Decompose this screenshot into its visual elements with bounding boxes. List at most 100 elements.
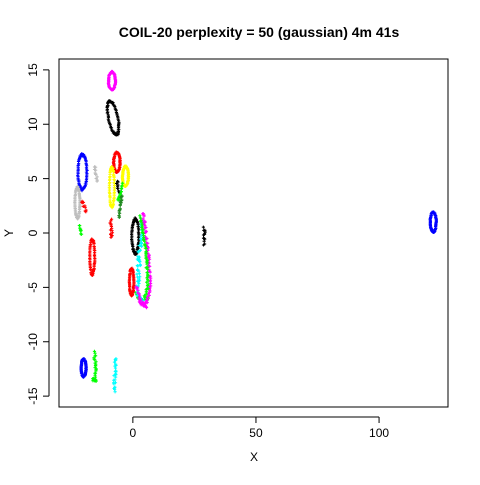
y-tick-label: -5 bbox=[26, 282, 40, 293]
x-tick-label: 0 bbox=[130, 426, 137, 440]
data-point bbox=[94, 176, 98, 181]
data-point bbox=[203, 230, 207, 234]
data-point bbox=[201, 225, 206, 229]
data-point bbox=[78, 202, 82, 206]
data-point bbox=[105, 108, 109, 112]
data-point bbox=[94, 165, 98, 169]
data-point bbox=[113, 378, 117, 382]
data-point bbox=[146, 283, 150, 287]
y-tick-label: 10 bbox=[26, 117, 40, 131]
x-axis-label: X bbox=[250, 450, 258, 464]
data-point bbox=[112, 382, 116, 386]
data-point bbox=[84, 210, 88, 214]
data-point bbox=[134, 285, 138, 289]
data-points bbox=[73, 69, 438, 394]
data-point bbox=[136, 264, 140, 268]
data-point bbox=[135, 272, 139, 276]
data-point bbox=[81, 204, 85, 209]
data-point bbox=[146, 241, 150, 245]
data-point bbox=[119, 190, 124, 194]
data-point bbox=[202, 239, 206, 243]
data-point bbox=[143, 220, 147, 225]
data-point bbox=[138, 216, 143, 220]
data-point bbox=[93, 358, 97, 362]
data-point bbox=[116, 198, 120, 202]
data-point bbox=[92, 349, 97, 353]
data-point bbox=[136, 236, 141, 240]
data-point bbox=[142, 214, 146, 218]
data-point bbox=[137, 296, 141, 300]
data-point bbox=[137, 292, 141, 296]
data-point bbox=[434, 221, 438, 225]
data-point bbox=[144, 246, 148, 251]
data-point bbox=[138, 214, 142, 218]
data-point bbox=[79, 229, 83, 233]
data-point bbox=[108, 228, 113, 232]
data-point bbox=[118, 207, 122, 211]
data-point bbox=[84, 366, 88, 371]
data-point bbox=[113, 372, 118, 376]
data-point bbox=[112, 187, 117, 191]
data-point bbox=[138, 294, 142, 298]
data-point bbox=[202, 236, 206, 241]
data-point bbox=[113, 79, 118, 84]
y-axis-label: Y bbox=[2, 229, 16, 237]
data-point bbox=[120, 194, 124, 199]
data-point bbox=[113, 390, 117, 394]
data-point bbox=[91, 379, 95, 383]
data-point bbox=[144, 292, 148, 296]
data-point bbox=[145, 280, 149, 284]
y-tick-label: -15 bbox=[26, 387, 40, 405]
y-tick-label: 15 bbox=[26, 63, 40, 77]
data-point bbox=[138, 237, 143, 241]
data-point bbox=[138, 248, 142, 252]
data-point bbox=[144, 225, 148, 230]
data-point bbox=[145, 276, 149, 280]
data-point bbox=[109, 235, 113, 240]
data-point bbox=[114, 358, 118, 362]
data-point bbox=[118, 161, 122, 165]
data-point bbox=[143, 223, 147, 227]
data-point bbox=[136, 254, 140, 259]
data-point bbox=[142, 239, 147, 243]
data-point bbox=[110, 231, 115, 235]
data-point bbox=[79, 232, 84, 236]
data-point bbox=[116, 128, 120, 132]
data-point bbox=[139, 218, 143, 223]
data-point bbox=[126, 175, 130, 179]
data-point bbox=[138, 263, 142, 268]
data-point bbox=[139, 234, 143, 238]
data-point bbox=[143, 295, 147, 299]
data-point bbox=[94, 354, 98, 358]
data-point bbox=[91, 376, 96, 380]
axes: 0 50 100 -15 -10 -5 0 5 10 15 bbox=[26, 63, 389, 440]
data-point bbox=[201, 233, 206, 237]
data-point bbox=[136, 250, 140, 254]
data-point bbox=[135, 263, 139, 268]
data-point bbox=[94, 172, 98, 177]
data-point bbox=[137, 243, 141, 248]
data-point bbox=[132, 281, 136, 285]
data-point bbox=[137, 281, 141, 286]
x-tick-label: 100 bbox=[369, 426, 389, 440]
data-point bbox=[138, 275, 142, 279]
data-point bbox=[117, 213, 121, 218]
data-point bbox=[138, 299, 142, 303]
data-point bbox=[140, 244, 144, 249]
data-point bbox=[147, 293, 151, 298]
data-point bbox=[140, 223, 144, 227]
data-point bbox=[115, 186, 120, 190]
plot-frame bbox=[58, 58, 449, 408]
data-point bbox=[95, 175, 99, 179]
data-point bbox=[114, 375, 118, 379]
data-point bbox=[95, 179, 99, 183]
data-point bbox=[81, 201, 85, 205]
data-point bbox=[146, 246, 150, 250]
y-tick-label: -10 bbox=[26, 333, 40, 351]
data-point bbox=[144, 306, 149, 310]
data-point bbox=[136, 268, 140, 273]
data-point bbox=[93, 256, 97, 261]
data-point bbox=[137, 277, 141, 281]
data-point bbox=[112, 374, 116, 378]
